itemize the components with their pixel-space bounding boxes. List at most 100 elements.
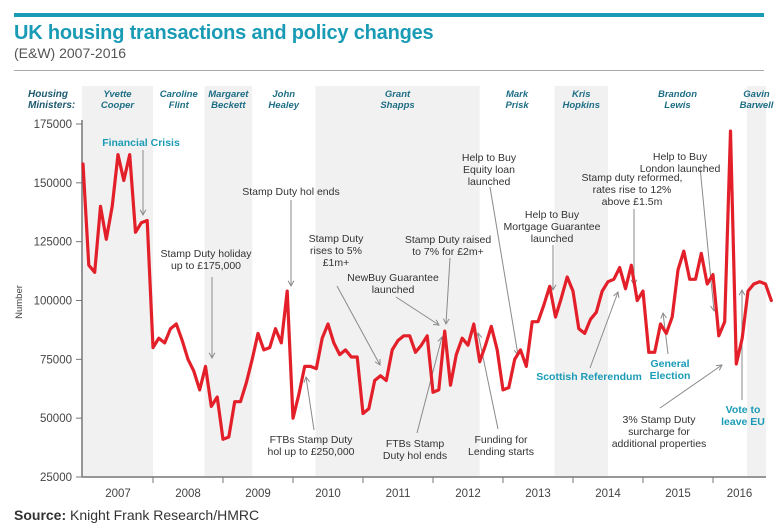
annotation-arrows (139, 150, 746, 434)
axes: 25000 50000 75000 100000 125000 150000 175000 2… (34, 119, 766, 500)
arrowhead-icon (287, 280, 295, 288)
header-divider (14, 70, 764, 71)
annotation-text-line: Help to Buy (525, 209, 580, 221)
annotation-text-line: FTBs Stamp Duty (270, 434, 354, 446)
ministers-label-line2: Ministers: (28, 100, 75, 111)
y-tick-label: 50000 (40, 413, 72, 425)
annotation-arrow-line (445, 257, 451, 325)
x-tick-label: 2011 (386, 488, 411, 500)
minister-first-name: Caroline (160, 89, 199, 100)
annotation-text-line: rates rise to 12% (593, 184, 672, 196)
minister-last-name: Prisk (505, 100, 529, 111)
source-label: Source: (14, 507, 67, 523)
y-axis-label: Number (14, 285, 25, 319)
annotation-text-line: Stamp Duty (309, 233, 365, 245)
annotation-text-line: Lending starts (468, 446, 534, 458)
minister-last-name: Healey (268, 100, 299, 111)
annotation-arrow-line (395, 296, 440, 326)
y-tick-label: 100000 (34, 296, 72, 308)
x-tick-label: 2009 (245, 488, 271, 500)
arrowhead-icon (738, 288, 746, 296)
annotation-text-line: Election (650, 370, 691, 382)
annotation: Scottish Referendum (536, 371, 642, 383)
annotation-text-line: Vote to (726, 404, 761, 416)
arrowhead-icon (715, 364, 723, 371)
minister-last-name: Hopkins (563, 100, 600, 111)
arrowhead-icon (139, 209, 147, 217)
ministers-label: Housing (28, 89, 68, 100)
annotation-arrow-line (336, 285, 381, 366)
annotation-text-line: FTBs Stamp (386, 438, 445, 450)
x-tick-label: 2010 (315, 488, 341, 500)
chart-subtitle: (E&W) 2007-2016 (14, 45, 127, 61)
annotation-text-line: 3% Stamp Duty (623, 414, 697, 426)
minister-last-name: Flint (169, 100, 190, 111)
annotation-text-line: General (650, 358, 689, 370)
arrowhead-icon (303, 375, 311, 383)
arrowhead-icon (374, 358, 381, 366)
minister-first-name: Mark (506, 89, 529, 100)
arrowhead-icon (442, 318, 450, 326)
annotation-text-line: launched (372, 284, 415, 296)
annotation-text-line: London launched (640, 163, 721, 175)
annotation-text-line: Funding for (474, 434, 528, 446)
annotation-text-line: to 7% for £2m+ (412, 246, 484, 258)
x-tick-label: 2016 (727, 488, 753, 500)
x-tick-label: 2012 (455, 488, 481, 500)
source-text: Knight Frank Research/HMRC (70, 507, 260, 523)
annotation-text-line: Financial Crisis (102, 137, 180, 149)
series-line-housing-transactions (81, 129, 773, 441)
y-tick-label: 175000 (34, 119, 72, 131)
annotation-text-line: £1m+ (323, 257, 350, 269)
minister-last-name: Beckett (211, 100, 246, 111)
annotation-text-line: additional properties (612, 438, 707, 450)
annotation-text-line: above £1.5m (602, 196, 663, 208)
minister-first-name: Margaret (208, 89, 249, 100)
annotation-arrow-line (589, 291, 619, 369)
minister-last-name: Cooper (101, 100, 136, 111)
arrowhead-icon (660, 311, 667, 319)
minister-first-name: Gavin (743, 89, 770, 100)
chart-title: UK housing transactions and policy chang… (14, 22, 434, 44)
annotation-text-line: Help to Buy (653, 151, 708, 163)
annotation-text-line: launched (531, 233, 574, 245)
annotation: Financial Crisis (102, 137, 180, 149)
y-tick-label: 150000 (34, 178, 72, 190)
y-tick-label: 125000 (34, 237, 72, 249)
x-tick-label: 2015 (665, 488, 691, 500)
annotation-text-line: Duty hol ends (383, 450, 447, 462)
arrowhead-icon (208, 352, 216, 360)
x-tick-label: 2014 (595, 488, 621, 500)
annotation-text-line: NewBuy Guarantee (347, 272, 439, 284)
x-tick-label: 2013 (525, 488, 551, 500)
minister-band (82, 86, 153, 477)
minister-bands (82, 86, 766, 477)
minister-first-name: Yvette (103, 89, 132, 100)
annotation-arrow-line (416, 336, 443, 434)
minister-last-name: Shapps (380, 100, 414, 111)
y-tick-label: 25000 (40, 472, 72, 484)
annotation-text-line: up to £175,000 (171, 260, 241, 272)
annotation-text-line: Stamp Duty hol ends (242, 186, 339, 198)
annotation-arrow-line (659, 364, 723, 409)
arrowhead-icon (613, 291, 620, 299)
minister-last-name: Barwell (740, 100, 774, 111)
annotation-text-line: Mortgage Guarantee (504, 221, 601, 233)
annotation-text-line: Scottish Referendum (536, 371, 642, 383)
annotation-arrow-line (477, 332, 499, 430)
annotation-text-line: hol up to £250,000 (268, 446, 355, 458)
minister-first-name: Brandon (658, 89, 697, 100)
annotation-text-line: Stamp Duty raised (405, 234, 492, 246)
